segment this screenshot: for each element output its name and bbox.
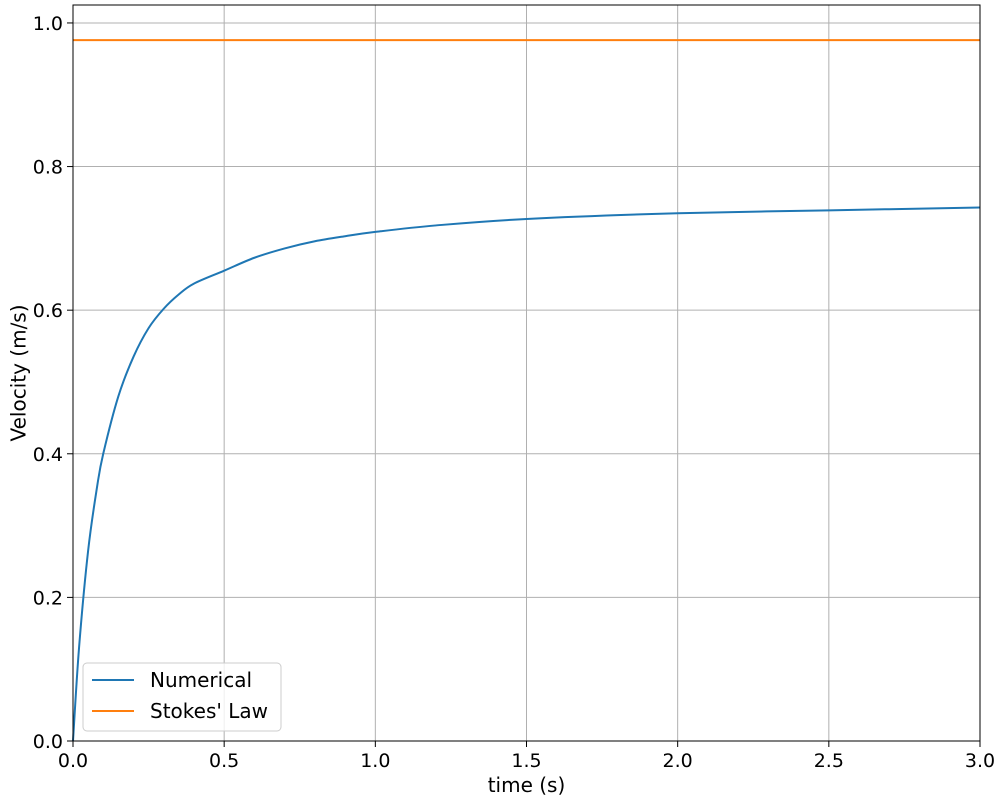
x-tick-label: 2.5 xyxy=(814,750,844,772)
x-tick-label: 3.0 xyxy=(965,750,995,772)
x-tick-label: 1.5 xyxy=(511,750,541,772)
y-tick-label: 0.6 xyxy=(33,300,63,322)
x-tick-label: 0.5 xyxy=(209,750,239,772)
y-tick-label: 1.0 xyxy=(33,13,63,35)
x-tick-label: 1.0 xyxy=(360,750,390,772)
plot-series xyxy=(72,39,981,742)
axis-ticks: 0.0 0.5 1.0 1.5 2.0 2.5 3.0 0.0 0.2 0.4 0.6 0.8 1.0 xyxy=(33,13,995,772)
legend: Numerical Stokes' Law xyxy=(82,662,282,732)
y-tick-label: 0.8 xyxy=(33,157,63,179)
series-line-0 xyxy=(72,206,981,742)
x-tick-label: 0.0 xyxy=(58,750,88,772)
legend-label: Numerical xyxy=(150,668,252,692)
y-tick-label: 0.4 xyxy=(33,444,63,466)
y-axis-label: Velocity (m/s) xyxy=(7,304,31,441)
y-tick-label: 0.2 xyxy=(33,587,63,609)
x-tick-label: 2.0 xyxy=(663,750,693,772)
grid-lines xyxy=(72,5,981,742)
y-tick-label: 0.0 xyxy=(33,731,63,753)
legend-label: Stokes' Law xyxy=(150,699,268,723)
x-axis-label: time (s) xyxy=(488,773,566,797)
